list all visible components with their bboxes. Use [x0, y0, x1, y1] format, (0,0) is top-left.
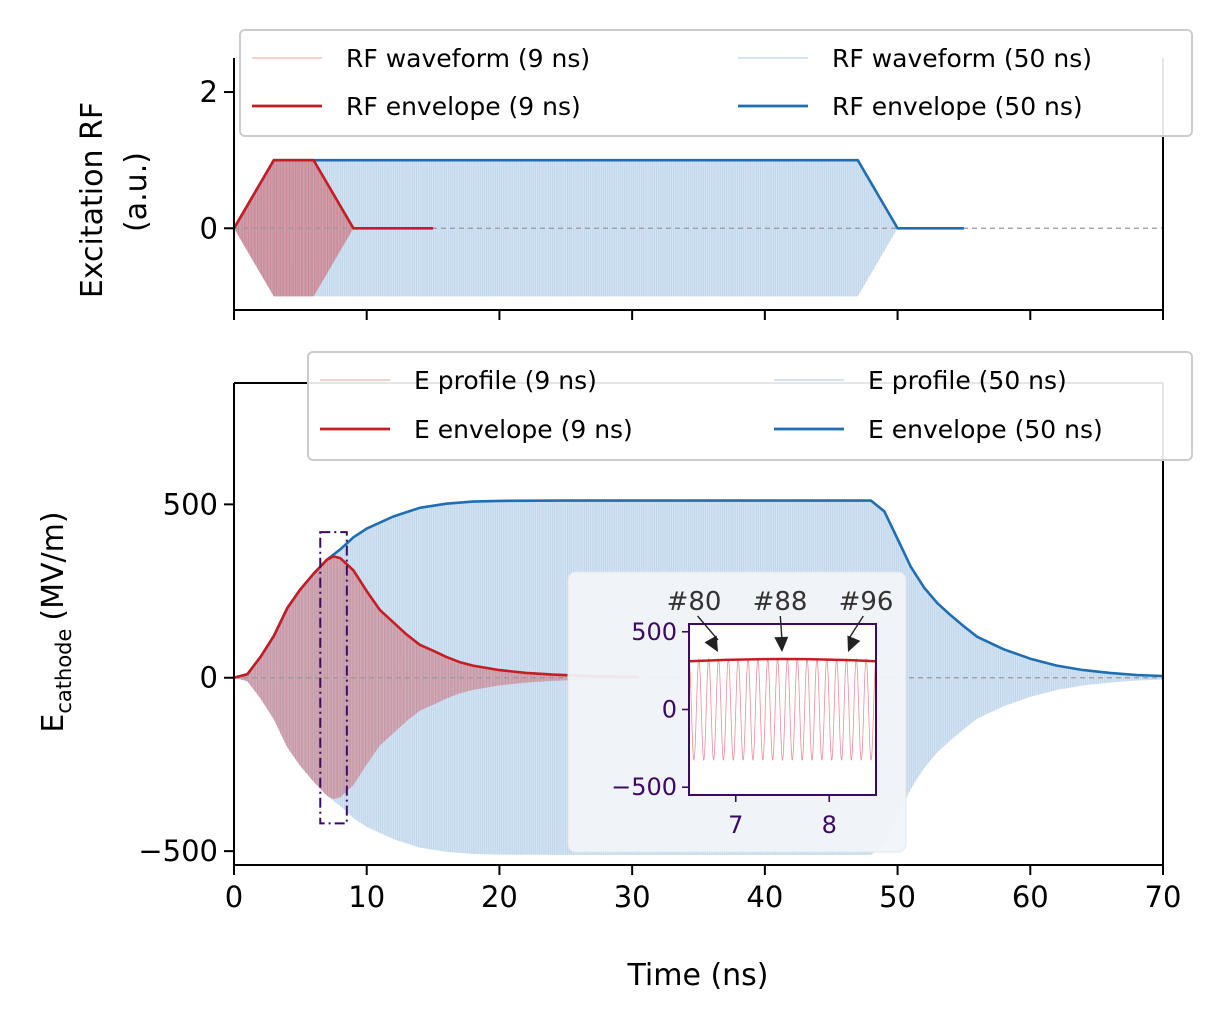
bottom-y-tick-label: 500 — [163, 487, 218, 521]
top-legend-label-2: RF waveform (50 ns) — [832, 44, 1092, 73]
top-envelope-series — [234, 158, 964, 230]
x-axis-label: Time (ns) — [626, 958, 768, 993]
bottom-legend: E profile (9 ns) E profile (50 ns) E env… — [307, 351, 1193, 461]
inset-annotation-label: #96 — [839, 587, 894, 617]
inset-annotation-label: #88 — [753, 587, 808, 617]
inset-annotations: #80 #88 #96 — [667, 587, 894, 652]
bottom-x-tick-label: 40 — [746, 880, 783, 914]
inset-annotation-arrowhead — [774, 636, 789, 652]
bottom-envelope-series — [234, 499, 1163, 679]
inset-oscillation-line — [689, 658, 876, 761]
inset-y-tick-label: 500 — [631, 618, 677, 646]
top-waveform-9ns — [234, 160, 354, 297]
top-legend: RF waveform (9 ns) RF waveform (50 ns) R… — [239, 29, 1193, 137]
bottom-series-e-envelope-9-ns- — [234, 555, 639, 679]
top-panel: 02 Excitation RF (a.u.) RF waveform (9 n… — [75, 29, 1193, 320]
bottom-x-tick-label: 60 — [1012, 880, 1049, 914]
bottom-legend-label-2: E profile (50 ns) — [868, 366, 1067, 395]
inset: −500 0 500 7 8 #80 #88 #96 — [567, 571, 907, 853]
top-ylabel-line1: Excitation RF — [75, 102, 110, 298]
bottom-legend-label-3: E envelope (9 ns) — [414, 415, 633, 444]
inset-y-tick-label: −500 — [611, 773, 677, 801]
top-legend-label-1: RF waveform (9 ns) — [346, 44, 590, 73]
ylabel-sub: cathode — [52, 629, 76, 714]
inset-oscillation — [689, 658, 876, 761]
ylabel-units: (MV/m) — [36, 511, 71, 620]
bottom-y-tick-label: 0 — [200, 661, 218, 695]
ylabel-main: E — [36, 714, 71, 733]
inset-plot-area — [689, 624, 876, 795]
bottom-y-tick-label: −500 — [138, 834, 218, 868]
bottom-x-tick-label: 50 — [879, 880, 916, 914]
bottom-legend-box — [307, 351, 1193, 461]
inset-x-tick-label: 7 — [728, 811, 743, 839]
top-waveform-50ns — [234, 160, 898, 297]
bottom-legend-label-1: E profile (9 ns) — [414, 366, 597, 395]
bottom-x-tick-label: 70 — [1145, 880, 1182, 914]
inset-ticks: −500 0 500 7 8 — [611, 618, 837, 839]
top-series-rf-envelope-9-ns- — [234, 158, 434, 230]
inset-x-tick-label: 8 — [822, 811, 837, 839]
inset-annotation-arrow-line — [779, 615, 783, 641]
top-ylabel-line2: (a.u.) — [119, 152, 154, 232]
top-y-label: Excitation RF (a.u.) — [75, 102, 154, 298]
top-legend-label-4: RF envelope (50 ns) — [832, 92, 1083, 121]
inset-annotation-arrow-line — [847, 615, 864, 641]
inset-annotation-arrowhead — [704, 635, 718, 652]
bottom-y-ticks: −500 0 500 — [138, 487, 234, 868]
top-y-tick-label: 0 — [200, 211, 218, 245]
bottom-x-tick-label: 20 — [481, 880, 518, 914]
top-waveform-fills — [234, 160, 898, 297]
bottom-x-tick-label: 30 — [614, 880, 651, 914]
top-legend-label-3: RF envelope (9 ns) — [346, 92, 581, 121]
inset-y-tick-label: 0 — [662, 696, 677, 724]
top-x-ticks — [233, 310, 1164, 320]
inset-annotation-arrowhead — [847, 635, 861, 652]
top-y-tick-label: 2 — [200, 75, 218, 109]
inset-envelope-line — [689, 657, 876, 663]
bottom-y-axis-label: Ecathode (MV/m) — [36, 511, 76, 732]
bottom-x-ticks: 0 10 20 30 40 50 60 70 — [225, 865, 1182, 914]
top-y-ticks: 02 — [200, 75, 234, 245]
bottom-legend-label-4: E envelope (50 ns) — [868, 415, 1103, 444]
bottom-x-tick-label: 10 — [348, 880, 385, 914]
top-legend-box — [239, 29, 1193, 137]
inset-annotation-arrow-line — [697, 615, 719, 641]
bottom-x-tick-label: 0 — [225, 880, 243, 914]
inset-annotation-label: #80 — [667, 587, 722, 617]
